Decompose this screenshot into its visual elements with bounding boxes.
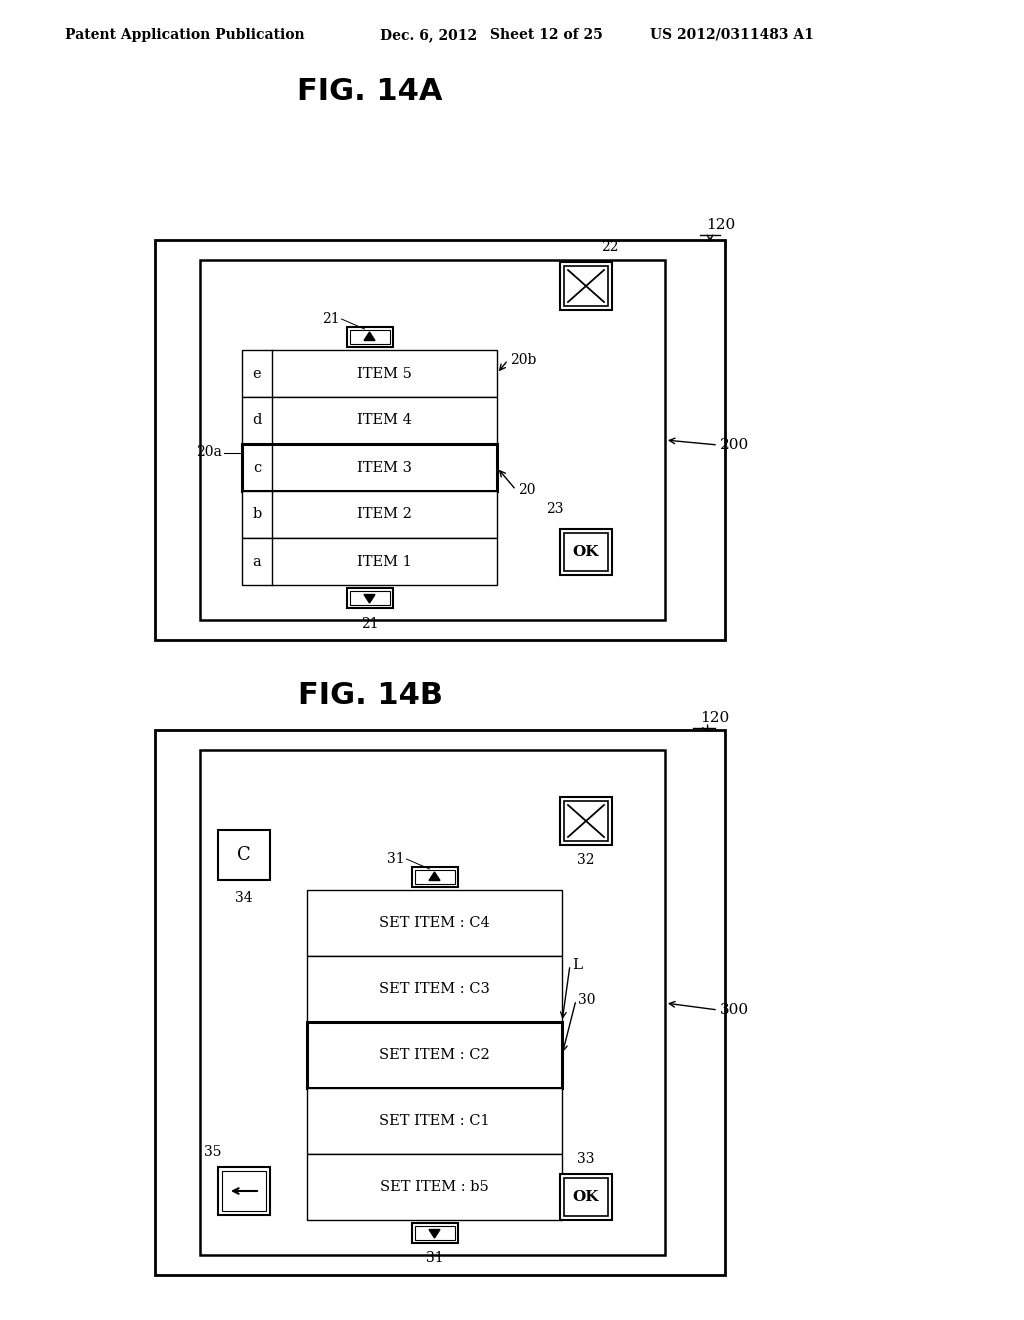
Bar <box>155 730 725 1275</box>
Bar <box>307 1088 562 1154</box>
Text: 34: 34 <box>236 891 253 906</box>
Bar <box>200 260 665 620</box>
Bar <box>200 750 665 1255</box>
Bar <box>560 261 612 310</box>
Text: ITEM 4: ITEM 4 <box>357 413 412 428</box>
Text: C: C <box>238 846 251 865</box>
Text: OK: OK <box>572 1191 599 1204</box>
Text: ITEM 5: ITEM 5 <box>357 367 412 380</box>
Polygon shape <box>364 333 375 341</box>
Text: SET ITEM : b5: SET ITEM : b5 <box>380 1180 488 1195</box>
Bar <box>564 801 608 841</box>
Bar <box>346 327 392 347</box>
Text: FIG. 14A: FIG. 14A <box>297 78 442 107</box>
Bar <box>222 1171 266 1210</box>
Bar <box>242 350 497 397</box>
Text: SET ITEM : C2: SET ITEM : C2 <box>379 1048 489 1063</box>
Bar <box>218 830 270 880</box>
Text: 30: 30 <box>578 993 596 1007</box>
Bar <box>242 444 497 491</box>
Text: 22: 22 <box>601 240 618 253</box>
Bar <box>242 491 497 539</box>
Text: 120: 120 <box>706 218 735 232</box>
Bar <box>412 1224 458 1243</box>
Text: 33: 33 <box>578 1152 595 1166</box>
Text: SET ITEM : C3: SET ITEM : C3 <box>379 982 489 997</box>
Text: b: b <box>252 507 261 521</box>
Text: c: c <box>253 461 261 474</box>
Text: 31: 31 <box>387 851 404 866</box>
Bar <box>242 397 497 444</box>
Text: d: d <box>252 413 262 428</box>
Text: 20b: 20b <box>510 352 537 367</box>
Text: L: L <box>572 958 582 972</box>
Bar <box>155 240 725 640</box>
Text: 200: 200 <box>720 438 750 451</box>
Bar <box>349 330 389 345</box>
Text: FIG. 14B: FIG. 14B <box>298 681 442 710</box>
Bar <box>307 1154 562 1220</box>
Bar <box>415 870 455 884</box>
Text: OK: OK <box>572 545 599 558</box>
Text: e: e <box>253 367 261 380</box>
Text: ITEM 2: ITEM 2 <box>357 507 412 521</box>
Text: ITEM 3: ITEM 3 <box>357 461 412 474</box>
Text: 300: 300 <box>720 1003 750 1016</box>
Bar <box>560 797 612 845</box>
Bar <box>560 529 612 576</box>
Text: 120: 120 <box>700 711 729 725</box>
Bar <box>307 956 562 1022</box>
Text: 21: 21 <box>360 616 378 631</box>
Bar <box>564 533 608 572</box>
Text: 32: 32 <box>578 853 595 867</box>
Text: 20a: 20a <box>197 446 222 459</box>
Text: 20: 20 <box>518 483 536 498</box>
Bar <box>218 1167 270 1214</box>
Bar <box>564 267 608 306</box>
Text: US 2012/0311483 A1: US 2012/0311483 A1 <box>650 28 814 42</box>
Polygon shape <box>429 1229 440 1238</box>
Bar <box>349 591 389 605</box>
Text: 31: 31 <box>426 1251 443 1265</box>
Bar <box>307 1022 562 1088</box>
Text: ITEM 1: ITEM 1 <box>357 554 412 569</box>
Text: a: a <box>253 554 261 569</box>
Text: Patent Application Publication: Patent Application Publication <box>65 28 304 42</box>
Text: 35: 35 <box>204 1144 222 1159</box>
Bar <box>564 1177 608 1216</box>
Text: SET ITEM : C4: SET ITEM : C4 <box>379 916 489 931</box>
Text: Sheet 12 of 25: Sheet 12 of 25 <box>490 28 603 42</box>
Text: SET ITEM : C1: SET ITEM : C1 <box>379 1114 489 1129</box>
Polygon shape <box>364 594 375 603</box>
Bar <box>415 1226 455 1239</box>
Text: 23: 23 <box>546 502 564 516</box>
Bar <box>412 867 458 887</box>
Bar <box>242 539 497 585</box>
Text: 21: 21 <box>322 312 340 326</box>
Text: Dec. 6, 2012: Dec. 6, 2012 <box>380 28 477 42</box>
Polygon shape <box>429 873 440 880</box>
Bar <box>560 1173 612 1220</box>
Bar <box>307 890 562 956</box>
Bar <box>346 587 392 609</box>
